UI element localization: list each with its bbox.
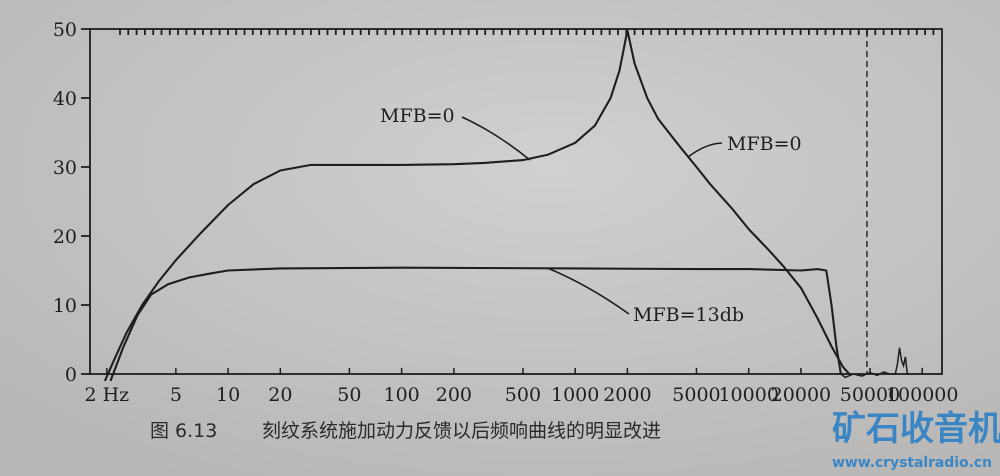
high-frequency-noise-trace xyxy=(840,347,910,379)
annotation-leader-2 xyxy=(688,142,723,158)
x-tick-label-100: 100 xyxy=(384,384,420,406)
x-tick-label-200: 200 xyxy=(436,384,472,406)
annotation-leader-3 xyxy=(547,267,630,315)
series-line-mfb-13db xyxy=(109,266,842,382)
x-tick-label-10000: 10000 xyxy=(718,384,778,406)
y-tick-label-10: 10 xyxy=(53,295,77,317)
top-tick-marks xyxy=(119,29,935,35)
x-tick-label-50: 50 xyxy=(337,384,361,406)
x-tick-label-500: 500 xyxy=(505,384,541,406)
x-tick-label-2: 2 Hz xyxy=(84,384,129,406)
series-line-mfb-0 xyxy=(103,29,851,382)
figure-caption: 图 6.13 刻纹系统施加动力反馈以后频响曲线的明显改进 xyxy=(150,420,661,442)
y-tick-label-50: 50 xyxy=(53,19,77,41)
annotation-leader-1 xyxy=(461,116,531,161)
x-tick-label-100000: 100000 xyxy=(886,384,959,406)
y-tick-label-30: 30 xyxy=(53,157,77,179)
annotation-layer: MFB=0 MFB=0 MFB=13db xyxy=(380,105,802,326)
x-tick-label-20000: 20000 xyxy=(771,384,831,406)
watermark-url: www.crystalradio.cn xyxy=(832,455,992,471)
y-tick-label-0: 0 xyxy=(65,364,77,386)
x-tick-label-5000: 5000 xyxy=(672,384,720,406)
y-tick-label-20: 20 xyxy=(53,226,77,248)
watermark-title: 矿石收音机 xyxy=(832,409,1000,449)
series-label-2: MFB=0 xyxy=(727,133,802,155)
x-tick-label-2000: 2000 xyxy=(603,384,651,406)
plot-frame xyxy=(89,28,943,375)
x-tick-label-20: 20 xyxy=(268,384,292,406)
caption-text: 刻纹系统施加动力反馈以后频响曲线的明显改进 xyxy=(262,420,661,442)
x-tick-label-5: 5 xyxy=(170,384,182,406)
x-tick-label-1000: 1000 xyxy=(551,384,599,406)
x-tick-label-10: 10 xyxy=(216,384,240,406)
series-layer xyxy=(103,29,910,382)
caption-figure-number: 图 6.13 xyxy=(150,420,217,442)
watermark: 矿石收音机 www.crystalradio.cn xyxy=(832,409,1000,471)
x-axis: 2 Hz 5 10 20 50 100 200 500 1000 2000 500010000200… xyxy=(84,368,958,406)
series-label-1: MFB=0 xyxy=(380,105,455,127)
y-tick-label-40: 40 xyxy=(53,88,77,110)
y-axis: 0 10 20 30 40 50 xyxy=(53,19,90,386)
series-label-3: MFB=13db xyxy=(633,304,744,326)
x-tick-label-50000: 50000 xyxy=(840,384,900,406)
